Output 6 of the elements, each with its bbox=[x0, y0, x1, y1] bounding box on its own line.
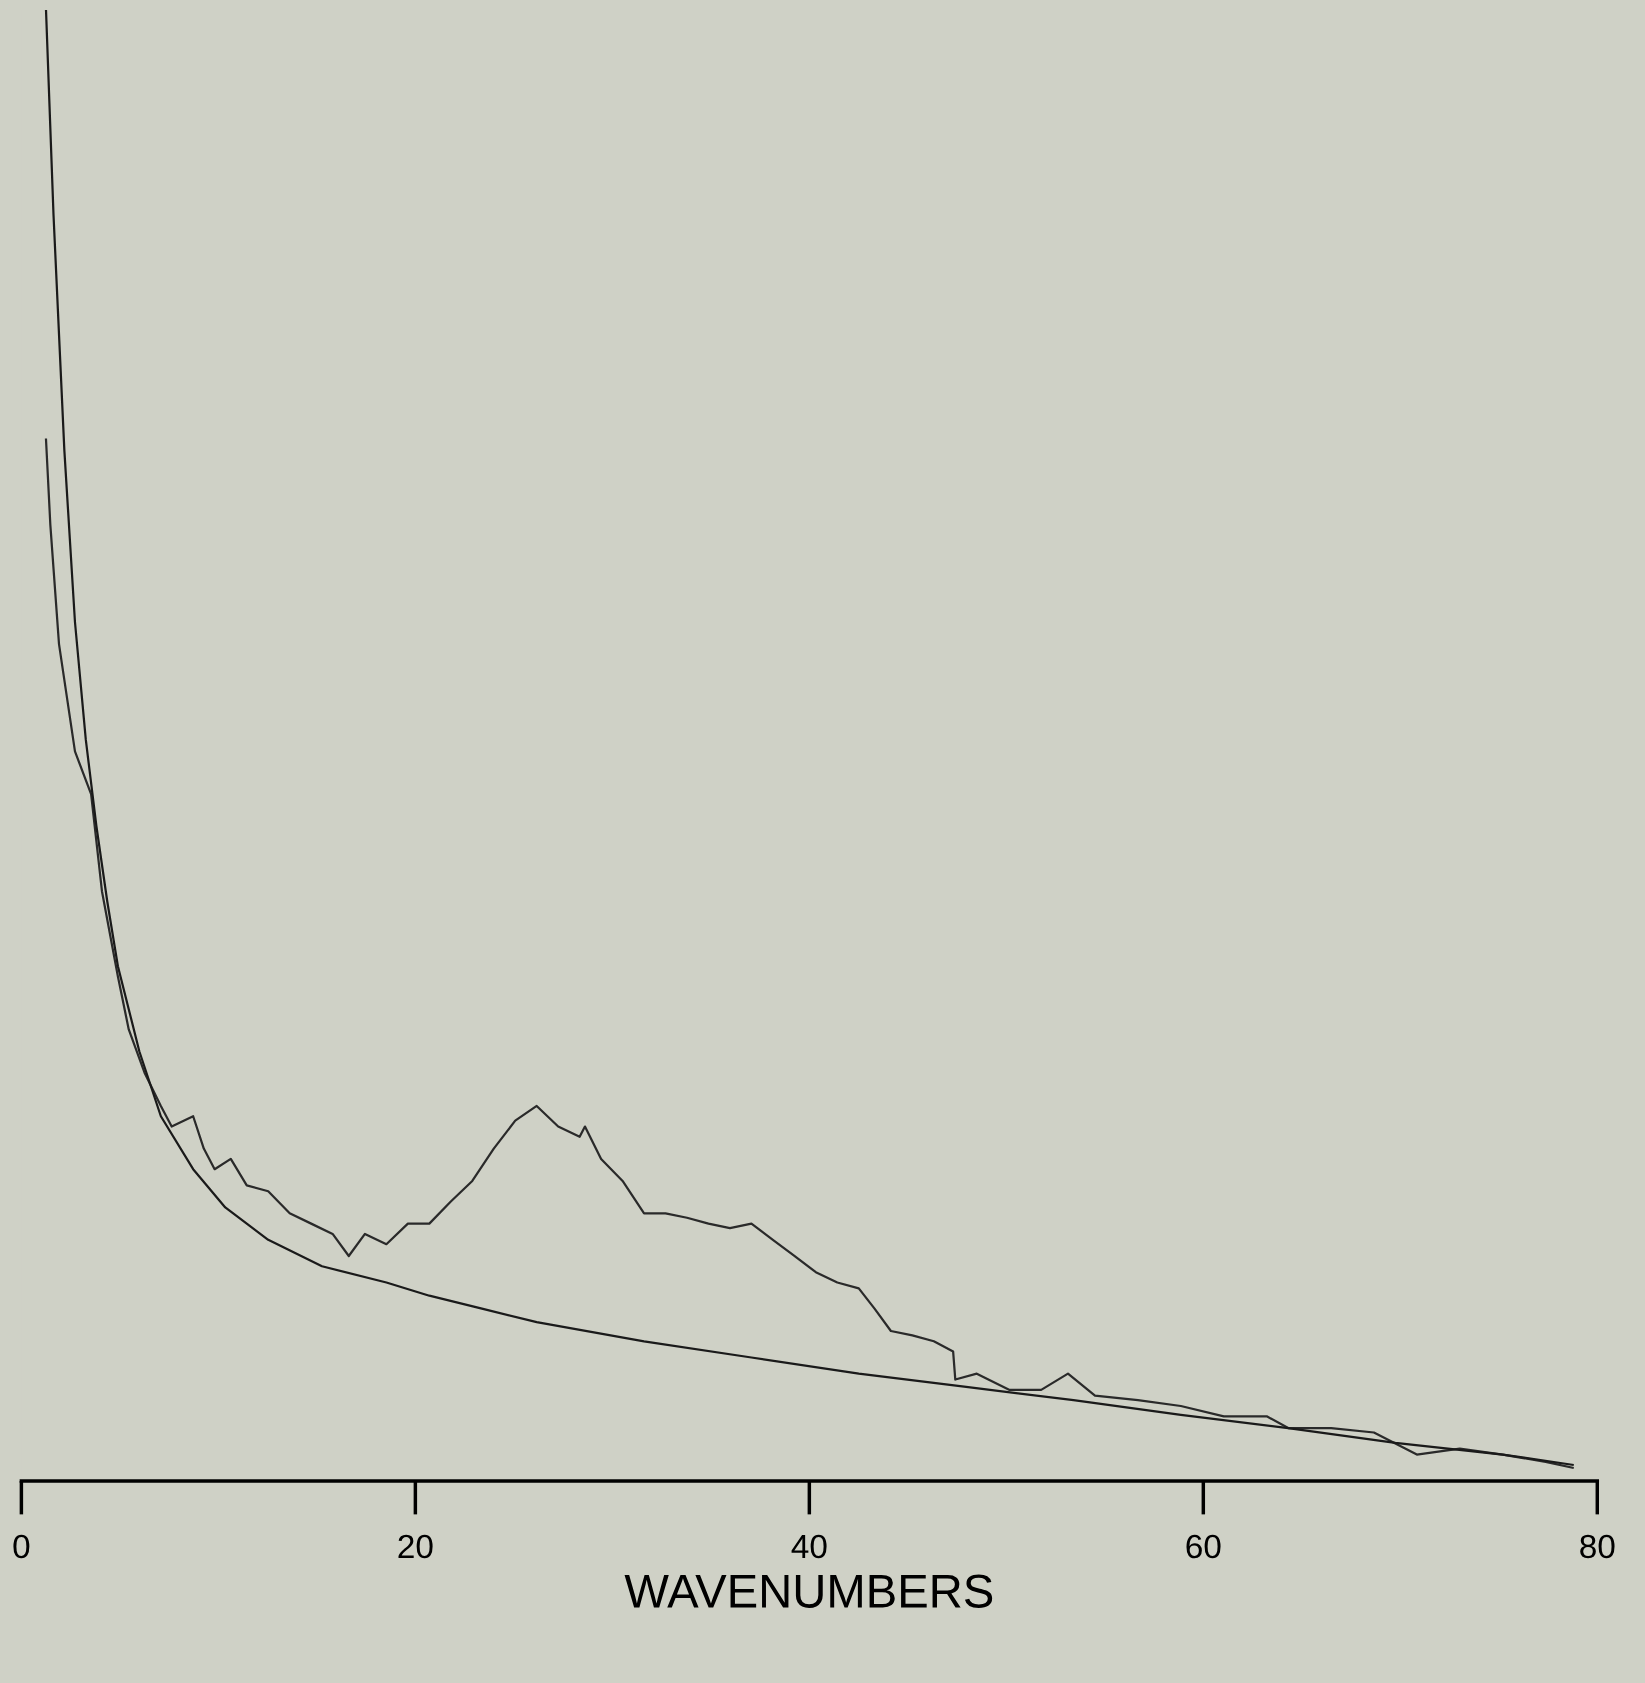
x-tick-label: 40 bbox=[791, 1534, 827, 1559]
x-tick-label: 0 bbox=[13, 1534, 30, 1559]
x-tick-label: 20 bbox=[398, 1534, 433, 1559]
x-axis-title: WAVENUMBERS bbox=[624, 1574, 993, 1608]
x-tick-label: 60 bbox=[1186, 1534, 1221, 1559]
x-tick-label: 80 bbox=[1580, 1534, 1615, 1559]
